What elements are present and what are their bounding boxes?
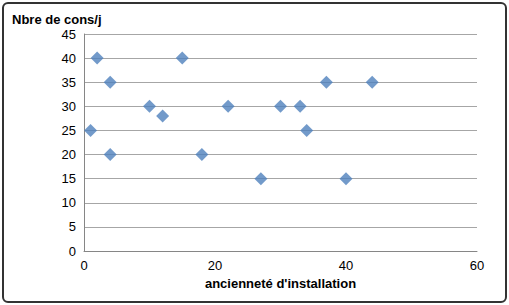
svg-text:5: 5 — [69, 219, 76, 234]
svg-text:45: 45 — [62, 27, 76, 42]
svg-text:40: 40 — [339, 258, 353, 273]
svg-text:Nbre de cons/j: Nbre de cons/j — [12, 12, 102, 27]
svg-text:60: 60 — [470, 258, 484, 273]
svg-text:35: 35 — [62, 75, 76, 90]
svg-text:30: 30 — [62, 99, 76, 114]
svg-text:0: 0 — [80, 258, 87, 273]
svg-text:15: 15 — [62, 171, 76, 186]
svg-text:ancienneté d'installation: ancienneté d'installation — [205, 276, 356, 291]
svg-text:10: 10 — [62, 195, 76, 210]
svg-text:20: 20 — [208, 258, 222, 273]
svg-text:25: 25 — [62, 123, 76, 138]
svg-text:20: 20 — [62, 147, 76, 162]
svg-text:40: 40 — [62, 51, 76, 66]
svg-text:0: 0 — [69, 244, 76, 259]
